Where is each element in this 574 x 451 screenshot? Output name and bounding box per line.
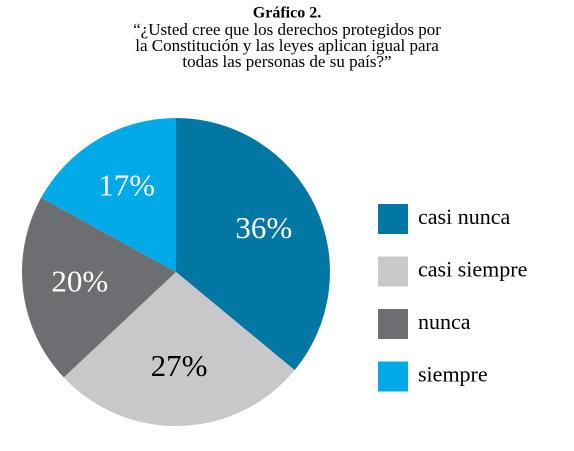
chart-title: Gráfico 2.	[253, 5, 321, 22]
data-label: 20%	[51, 263, 108, 298]
pie-slice	[63, 272, 295, 426]
pie-slice	[41, 117, 177, 272]
legend-swatch	[378, 204, 408, 234]
chart-subtitle: la Constitución y las leyes aplican igua…	[135, 36, 439, 55]
legend-label: casi nunca	[418, 204, 510, 229]
legend-swatch	[378, 361, 408, 392]
pie-slice	[21, 197, 176, 378]
data-label: 27%	[151, 348, 208, 383]
legend-label: nunca	[418, 309, 471, 334]
data-label: 36%	[235, 210, 292, 245]
chart-subtitle: todas las personas de su país?”	[182, 52, 391, 71]
legend-label: siempre	[418, 362, 488, 387]
legend-swatch	[378, 309, 408, 339]
legend-swatch	[378, 256, 408, 287]
data-label: 17%	[98, 168, 155, 203]
legend-label: casi siempre	[418, 257, 527, 282]
chart-subtitle: “¿Usted cree que los derechos protegidos…	[133, 20, 441, 39]
pie-slice	[176, 118, 330, 371]
